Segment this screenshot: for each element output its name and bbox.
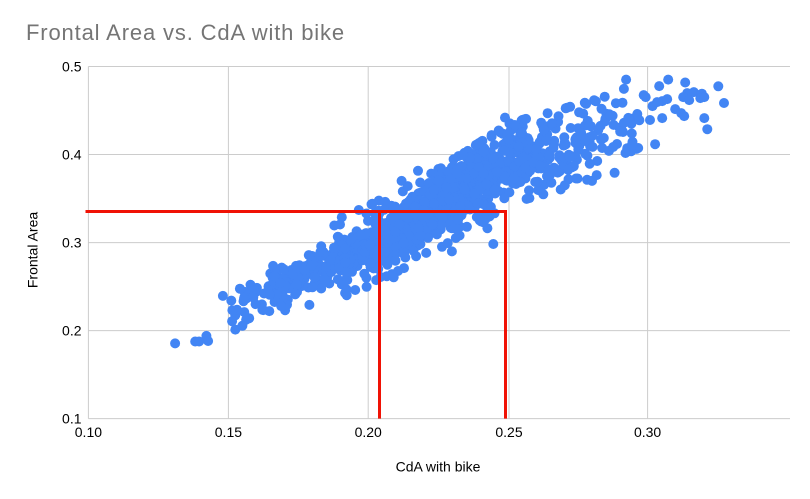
svg-text:0.3: 0.3 <box>62 235 82 251</box>
svg-text:0.1: 0.1 <box>62 411 82 427</box>
svg-text:Frontal Area vs. CdA with bike: Frontal Area vs. CdA with bike <box>26 20 345 45</box>
svg-text:0.30: 0.30 <box>634 424 661 440</box>
svg-text:0.25: 0.25 <box>495 424 522 440</box>
svg-text:CdA with bike: CdA with bike <box>396 459 481 475</box>
svg-text:0.5: 0.5 <box>62 58 82 74</box>
svg-text:Frontal Area: Frontal Area <box>25 212 41 288</box>
svg-text:0.20: 0.20 <box>355 424 382 440</box>
svg-text:0.10: 0.10 <box>75 424 102 440</box>
svg-text:0.15: 0.15 <box>215 424 242 440</box>
svg-text:0.4: 0.4 <box>62 146 82 162</box>
svg-text:0.2: 0.2 <box>62 323 82 339</box>
